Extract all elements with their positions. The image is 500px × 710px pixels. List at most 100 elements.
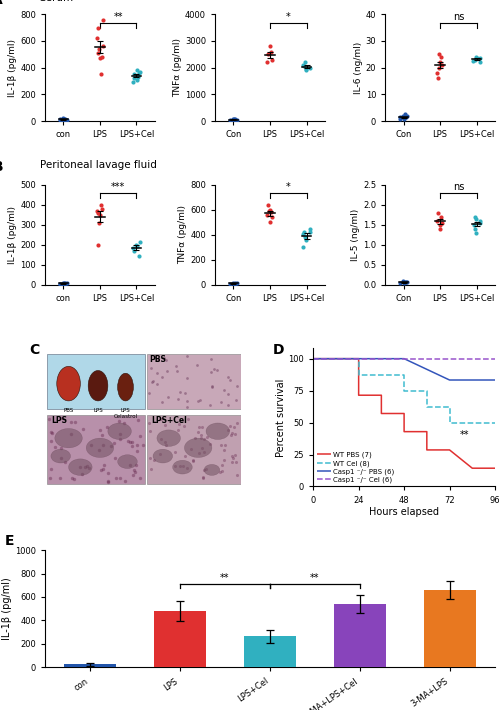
Point xyxy=(403,276,411,288)
Point xyxy=(217,439,225,451)
Point xyxy=(299,228,307,239)
Point xyxy=(266,40,274,52)
Point xyxy=(198,471,206,483)
Text: Serum: Serum xyxy=(40,0,74,3)
Point xyxy=(224,371,232,383)
Point xyxy=(126,437,134,448)
Point xyxy=(268,46,276,58)
Point xyxy=(108,440,116,452)
WT PBS (7) xyxy=(470,464,476,472)
Point xyxy=(58,413,66,424)
Ellipse shape xyxy=(88,371,108,401)
WT Cel (8) xyxy=(310,354,316,363)
Point xyxy=(264,199,272,210)
Casp1 ⁻/⁻ Cel (6) xyxy=(356,354,362,363)
Point xyxy=(62,114,70,125)
Point xyxy=(198,432,205,443)
Point xyxy=(399,110,407,121)
WT PBS (7) xyxy=(492,464,498,472)
Point xyxy=(213,364,221,376)
Point xyxy=(45,414,53,425)
Point xyxy=(396,113,404,124)
FancyBboxPatch shape xyxy=(147,415,242,484)
Point xyxy=(198,442,205,454)
Point xyxy=(60,278,68,289)
Point xyxy=(232,278,239,289)
Casp1 ⁻/⁻ Cel (6) xyxy=(492,354,498,363)
Line: Casp1 ⁻/⁻ PBS (6): Casp1 ⁻/⁻ PBS (6) xyxy=(313,359,495,380)
Point xyxy=(402,276,409,288)
Point xyxy=(116,428,124,439)
Casp1 ⁻/⁻ PBS (6) xyxy=(310,354,316,363)
Point xyxy=(99,40,107,52)
Point xyxy=(306,226,314,238)
Point xyxy=(86,462,94,474)
Point xyxy=(132,239,140,251)
Point xyxy=(133,240,141,251)
Point xyxy=(98,429,106,440)
Text: C: C xyxy=(30,343,40,357)
Casp1 ⁻/⁻ PBS (6) xyxy=(401,354,407,363)
Point xyxy=(183,401,191,413)
X-axis label: Hours elapsed: Hours elapsed xyxy=(369,507,439,518)
Point xyxy=(116,415,124,427)
Point xyxy=(194,447,202,459)
Point xyxy=(104,468,112,479)
WT Cel (8) xyxy=(446,418,452,427)
Point xyxy=(68,428,76,439)
Y-axis label: IL-1β (pg/ml): IL-1β (pg/ml) xyxy=(8,38,18,97)
Point xyxy=(134,414,142,425)
Point xyxy=(476,215,484,226)
WT PBS (7) xyxy=(401,427,407,436)
Point xyxy=(184,413,192,425)
Point xyxy=(130,470,138,481)
Point xyxy=(230,421,238,432)
Circle shape xyxy=(55,429,82,448)
Text: A: A xyxy=(0,0,3,7)
Circle shape xyxy=(157,430,180,447)
Bar xyxy=(334,604,386,667)
Point xyxy=(56,114,64,126)
Point xyxy=(97,464,105,476)
Point xyxy=(470,223,478,234)
WT PBS (7) xyxy=(356,391,362,400)
Text: ns: ns xyxy=(452,182,464,192)
Point xyxy=(476,57,484,68)
Point xyxy=(268,54,276,65)
Point xyxy=(174,393,182,405)
Point xyxy=(181,387,189,398)
Point xyxy=(71,417,79,428)
Point xyxy=(68,472,76,484)
Y-axis label: TNFα (pg/ml): TNFα (pg/ml) xyxy=(173,38,182,97)
Point xyxy=(56,453,64,464)
Point xyxy=(401,277,409,288)
Point xyxy=(134,70,141,82)
Point xyxy=(60,114,68,126)
Point xyxy=(226,114,234,126)
Point xyxy=(116,473,124,484)
Point xyxy=(207,354,215,365)
Point xyxy=(136,236,143,248)
Y-axis label: IL-5 (ng/ml): IL-5 (ng/ml) xyxy=(352,209,360,261)
Point xyxy=(136,67,143,79)
Point xyxy=(171,461,179,472)
Bar xyxy=(154,611,206,667)
Point xyxy=(129,242,137,253)
Bar xyxy=(244,636,296,667)
Point xyxy=(51,441,59,452)
Point xyxy=(232,114,239,125)
Point xyxy=(268,212,276,223)
Point xyxy=(60,278,68,290)
Point xyxy=(227,429,235,440)
Circle shape xyxy=(153,449,172,463)
Point xyxy=(145,417,153,429)
Point xyxy=(472,213,480,224)
Point xyxy=(433,67,441,79)
Point xyxy=(92,33,100,44)
Point xyxy=(300,226,308,238)
Text: Peritoneal lavage fluid: Peritoneal lavage fluid xyxy=(40,160,156,170)
Bar xyxy=(64,665,116,667)
Point xyxy=(48,463,56,474)
Casp1 ⁻/⁻ Cel (6) xyxy=(446,354,452,363)
Point xyxy=(120,417,128,429)
